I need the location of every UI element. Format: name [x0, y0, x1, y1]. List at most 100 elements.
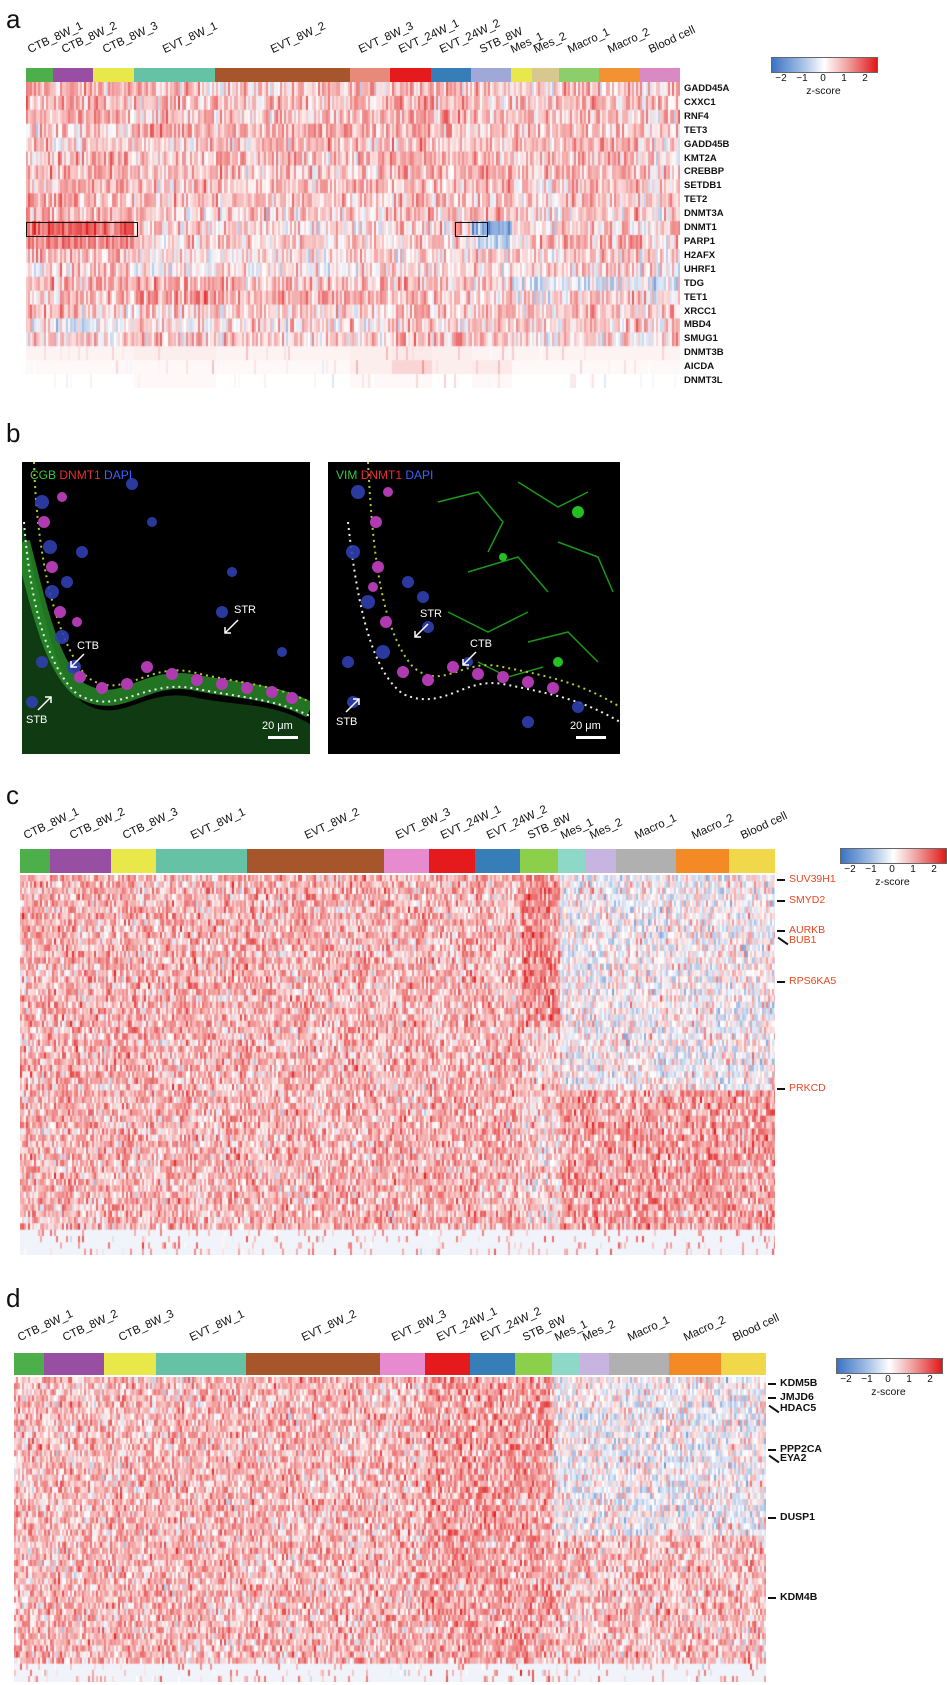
micro-left-scalebar	[268, 736, 298, 739]
panel-c-cluster-bar	[20, 849, 775, 873]
gene-label: PARP1	[684, 235, 715, 247]
gene-tick	[768, 1396, 776, 1399]
gene-label: SUV39H1	[789, 872, 836, 885]
micro-right-stb-label: STB	[336, 716, 358, 728]
cluster-bar-segment	[425, 1353, 470, 1375]
gene-tick	[777, 878, 785, 881]
colorscale-tick: 1	[841, 73, 847, 84]
cluster-bar-segment	[247, 849, 384, 873]
micro-right-str-label: STR	[420, 608, 442, 620]
micro-image-left: CGB DNMT1 DAPI STR CTB STB 20 μm	[22, 462, 310, 754]
colorscale-tick: 2	[862, 73, 868, 84]
cluster-bar-segment	[20, 849, 51, 873]
cluster-bar-segment	[579, 1353, 609, 1375]
gene-label: TET2	[684, 194, 708, 206]
gene-label: SMUG1	[684, 333, 718, 345]
gene-label: UHRF1	[684, 263, 716, 275]
colorscale-ticks: −2 −1 0 1 2	[840, 864, 945, 876]
cluster-bar-segment	[639, 68, 680, 82]
gene-label: EYA2	[780, 1451, 807, 1464]
stain-vim: VIM	[336, 468, 358, 482]
micro-right-scalebar	[576, 736, 606, 739]
cluster-label: Blood cell	[739, 810, 790, 842]
gene-label: KDM4B	[780, 1590, 818, 1603]
stain-cgb: CGB	[30, 468, 57, 482]
gene-label: DNMT3B	[684, 347, 724, 359]
gene-label: KMT2A	[684, 152, 717, 164]
cluster-bar-segment	[615, 849, 677, 873]
panel-d-cluster-bar	[14, 1353, 766, 1375]
colorscale-title: z-score	[875, 876, 910, 888]
cluster-label: CTB_8W_3	[116, 1308, 176, 1344]
panel-d-column-labels: CTB_8W_1 CTB_8W_2 CTB_8W_3 EVT_8W_1 EVT_8W_2…	[14, 1292, 781, 1350]
cluster-bar-segment	[214, 68, 350, 82]
panel-a-highlight-stb-dnmt1	[455, 222, 488, 237]
panel-letter-d: d	[6, 1283, 21, 1313]
colorscale-tick: 2	[927, 1374, 933, 1385]
panel-d-heatmap	[14, 1377, 766, 1682]
cluster-bar-segment	[43, 1353, 104, 1375]
gene-tick	[768, 1517, 776, 1520]
gene-label: JMJD6	[780, 1390, 814, 1403]
gene-label: SMYD2	[789, 893, 826, 906]
gene-label: PRKCD	[789, 1081, 826, 1094]
panel-a-gene-labels: GADD45A CXXC1 RNF4 TET3 GADD45B KMT2A CREBBP SE…	[684, 82, 764, 388]
micro-right-stb-arrow	[345, 698, 360, 713]
gene-label: PPP2CA	[780, 1442, 823, 1455]
cluster-label: EVT_8W_1	[187, 1308, 247, 1344]
gene-tick	[768, 1404, 780, 1413]
gene-tick	[777, 930, 785, 933]
cluster-bar-segment	[156, 849, 248, 873]
micro-right-str-arrow	[414, 623, 429, 638]
gene-label: AURKB	[789, 924, 826, 937]
panel-d-gene-labels: KDM5B JMJD6 HDAC5 PPP2CA EYA2 DUSP1 KDM4B	[766, 1377, 856, 1682]
stain-dnmt1: DNMT1	[59, 468, 101, 482]
colorscale-tick: 0	[889, 864, 895, 875]
cluster-bar-segment	[469, 1353, 515, 1375]
cluster-bar-segment	[599, 68, 640, 82]
cluster-bar-segment	[26, 68, 53, 82]
cluster-bar-segment	[608, 1353, 669, 1375]
colorscale-tick: 0	[885, 1374, 891, 1385]
colorscale-ticks: −2 −1 0 1 2	[836, 1374, 941, 1386]
gene-label: BUB1	[789, 933, 817, 946]
micro-image-right: VIM DNMT1 DAPI STR CTB STB 20 μm	[328, 462, 620, 754]
cluster-bar-segment	[514, 1353, 553, 1375]
cluster-bar-segment	[430, 68, 471, 82]
panel-letter-c: c	[6, 780, 19, 810]
gene-label: DNMT1	[684, 222, 717, 234]
gene-tick	[768, 1448, 776, 1451]
panel-a-column-labels: CTB_8W_1 CTB_8W_2 CTB_8W_3 EVT_8W_1 EVT_8W_2…	[26, 10, 697, 66]
gene-label: AICDA	[684, 361, 715, 373]
cluster-bar-segment	[110, 849, 157, 873]
panel-a-heatmap	[26, 82, 680, 388]
colorscale-tick: 2	[931, 864, 937, 875]
panel-c-heatmap	[20, 875, 775, 1255]
cluster-bar-segment	[531, 68, 559, 82]
cluster-bar-segment	[429, 849, 475, 873]
cluster-bar-segment	[50, 849, 111, 873]
gene-tick	[777, 899, 785, 902]
cluster-label: Blood cell	[730, 1312, 781, 1344]
panel-letter-a: a	[6, 4, 21, 34]
colorscale-title: z-score	[806, 85, 841, 97]
cluster-bar-segment	[558, 849, 586, 873]
colorscale-tick: −2	[844, 864, 856, 875]
colorscale-title: z-score	[871, 1386, 906, 1398]
colorscale-gradient	[836, 1358, 943, 1374]
cluster-bar-segment	[103, 1353, 156, 1375]
panel-c-gene-labels: SUV39H1 SMYD2 AURKB BUB1 RPS6KA5 PRKCD	[775, 872, 865, 1255]
colorscale-tick: −2	[840, 1374, 852, 1385]
cluster-label: Macro_2	[689, 812, 736, 842]
gene-label: XRCC1	[684, 305, 717, 317]
colorscale-tick: −1	[796, 73, 808, 84]
gene-label: TET3	[684, 124, 708, 136]
cluster-bar-segment	[676, 849, 730, 873]
gene-label: RNF4	[684, 110, 709, 122]
gene-label: CXXC1	[684, 96, 716, 108]
micro-left-stain-legend: CGB DNMT1 DAPI	[30, 468, 132, 482]
colorscale-tick: −1	[861, 1374, 873, 1385]
stain-dapi: DAPI	[405, 468, 434, 482]
gene-label: DNMT3L	[684, 375, 723, 387]
gene-tick	[777, 981, 785, 984]
